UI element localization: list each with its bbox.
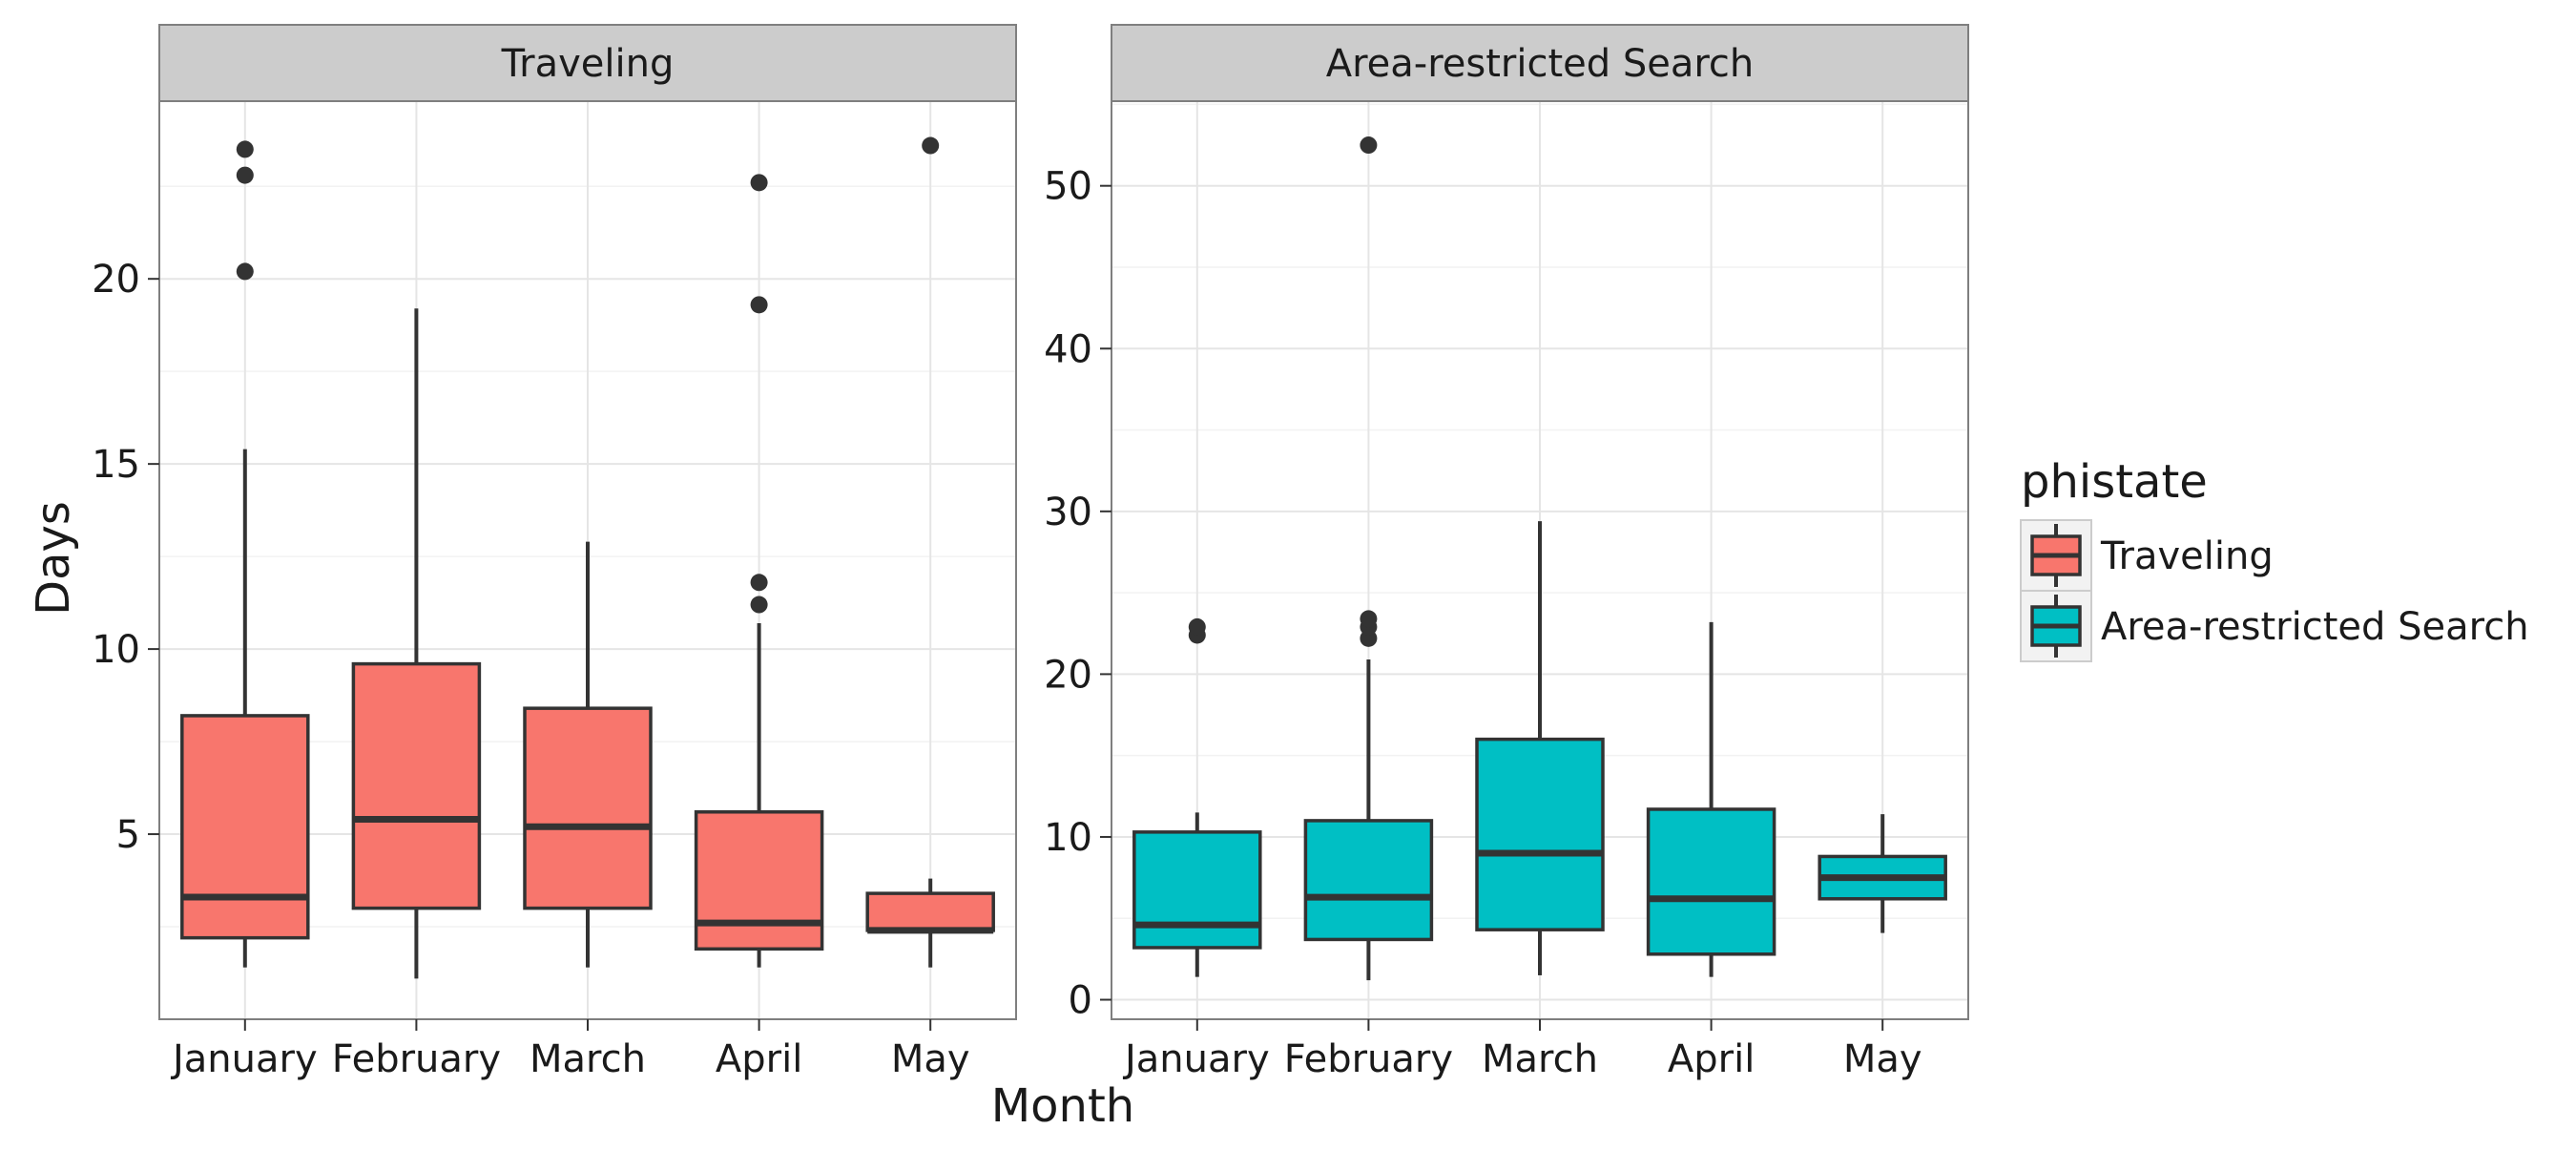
facet-strip <box>158 24 1017 102</box>
box-iqr <box>1132 830 1262 950</box>
legend-item-0: Traveling <box>2020 519 2274 592</box>
x-tick-label: May <box>891 1037 970 1081</box>
box-iqr <box>1646 807 1776 956</box>
facet-panel-1: Area-restricted Search 0 10 20 30 40 50 January… <box>1044 24 1969 1081</box>
legend-item-1: Area-restricted Search <box>2020 590 2529 662</box>
y-axis-title: Days <box>27 501 80 616</box>
outlier-point <box>1188 617 1206 636</box>
box-february <box>351 308 482 979</box>
x-tick-label: May <box>1843 1037 1922 1081</box>
facet-strip-label: Traveling <box>501 42 675 86</box>
box-january <box>180 140 310 968</box>
x-tick-label: April <box>716 1037 802 1081</box>
legend-item-label: Area-restricted Search <box>2101 605 2529 649</box>
facet-strip <box>1111 24 1969 102</box>
legend-item-label: Traveling <box>2100 534 2274 578</box>
outlier-point <box>236 262 254 281</box>
box-iqr <box>351 661 482 910</box>
outlier-point <box>1360 610 1378 628</box>
x-tick-label: February <box>1284 1037 1453 1081</box>
y-tick-label: 50 <box>1044 165 1092 209</box>
box-january <box>1132 617 1262 977</box>
y-tick-label: 30 <box>1044 491 1092 534</box>
y-tick-label: 40 <box>1044 327 1092 371</box>
x-tick-label: March <box>1482 1037 1598 1081</box>
outlier-point <box>750 574 768 592</box>
x-tick-label: January <box>1122 1037 1270 1081</box>
y-tick-label: 10 <box>92 628 140 672</box>
box-iqr <box>1475 737 1605 931</box>
x-tick-label: January <box>170 1037 318 1081</box>
x-tick-label: April <box>1668 1037 1755 1081</box>
box-iqr <box>523 706 653 910</box>
outlier-point <box>1360 136 1378 155</box>
outlier-point <box>750 174 768 192</box>
box-iqr <box>694 810 824 951</box>
box-february <box>1303 136 1434 981</box>
outlier-point <box>236 166 254 184</box>
y-tick-label: 20 <box>92 258 140 302</box>
y-tick-label: 15 <box>92 443 140 487</box>
y-tick-label: 10 <box>1044 816 1092 860</box>
y-tick-label: 20 <box>1044 653 1092 697</box>
box-april <box>1646 621 1776 977</box>
box-april <box>694 174 824 968</box>
outlier-point <box>750 296 768 314</box>
box-iqr <box>865 891 995 932</box>
box-may <box>1818 814 1947 933</box>
legend: phistate Traveling Area-restricted Search <box>2020 455 2529 662</box>
box-iqr <box>180 714 310 940</box>
box-iqr <box>1303 819 1434 942</box>
legend-title: phistate <box>2021 455 2208 509</box>
y-tick-label: 5 <box>116 813 140 857</box>
facet-strip-label: Area-restricted Search <box>1326 42 1755 86</box>
x-tick-label: March <box>530 1037 646 1081</box>
box-march <box>1475 521 1605 975</box>
box-may <box>865 136 995 968</box>
facet-panel-0: Traveling 5 10 15 20 January February March Apri… <box>92 24 1017 1081</box>
outlier-point <box>750 596 768 614</box>
outlier-point <box>922 136 940 155</box>
y-tick-label: 0 <box>1069 979 1092 1023</box>
box-march <box>523 541 653 968</box>
x-axis-title: Month <box>991 1079 1134 1133</box>
outlier-point <box>236 140 254 158</box>
x-tick-label: February <box>332 1037 501 1081</box>
